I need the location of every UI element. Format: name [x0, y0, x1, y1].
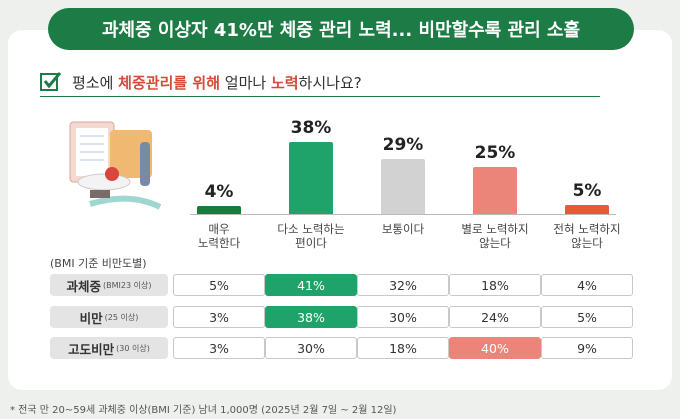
row-name: 비만 — [79, 310, 103, 326]
row-label: 고도비만 (30 이상) — [50, 337, 168, 359]
value-label: 38% — [290, 118, 332, 138]
divider — [40, 96, 600, 97]
bar — [289, 142, 333, 214]
row-label: 과체중 (BMI23 이상) — [50, 274, 168, 296]
row-label: 비만 (25 이상) — [50, 306, 168, 328]
bar — [565, 204, 609, 214]
category-label: 전혀 노력하지 않는다 — [553, 222, 621, 250]
bar — [381, 159, 425, 214]
table-cell: 30% — [357, 306, 449, 328]
category-label: 매우 노력한다 — [197, 222, 241, 250]
table-cell: 4% — [541, 274, 633, 296]
baseline — [190, 214, 616, 215]
table-cell: 41% — [265, 274, 357, 296]
value-label: 4% — [204, 182, 234, 203]
illustration — [69, 121, 162, 210]
category-label: 다소 노력하는 편이다 — [277, 222, 345, 250]
q-text: 얼마나 — [220, 74, 271, 92]
table-cell: 30% — [265, 337, 357, 359]
footnote: * 전국 만 20~59세 과체중 이상(BMI 기준) 남녀 1,000명 (… — [10, 405, 397, 416]
table-cell: 9% — [541, 337, 633, 359]
bar — [197, 206, 241, 214]
table-cell: 3% — [173, 306, 265, 328]
table-cell: 18% — [449, 274, 541, 296]
table-cell: 24% — [449, 306, 541, 328]
value-label: 5% — [572, 180, 602, 201]
q-text: 하시나요? — [298, 74, 362, 92]
title: 과체중 이상자 41%만 체중 관리 노력... 비만할수록 관리 소홀 — [48, 8, 634, 50]
value-label: 25% — [474, 142, 516, 163]
row-note: (BMI23 이상) — [103, 280, 152, 290]
row-note: (30 이상) — [116, 343, 150, 353]
category-label: 별로 노력하지 않는다 — [461, 222, 529, 250]
q-highlight: 체중관리를 위해 — [118, 74, 220, 92]
table-cell: 18% — [357, 337, 449, 359]
table-caption: (BMI 기준 비만도별) — [50, 257, 147, 270]
row-name: 고도비만 — [68, 341, 115, 357]
bar — [473, 166, 517, 214]
table-cell: 5% — [173, 274, 265, 296]
question: 평소에 체중관리를 위해 얼마나 노력하시나요? — [72, 72, 362, 93]
q-text: 평소에 — [72, 74, 119, 92]
row-note: (25 이상) — [104, 312, 139, 322]
table-cell: 32% — [357, 274, 449, 296]
value-label: 29% — [382, 135, 424, 156]
table-cell: 3% — [173, 337, 265, 359]
row-name: 과체중 — [66, 278, 102, 294]
card — [8, 30, 672, 390]
table-cell: 38% — [265, 306, 357, 328]
check-icon — [40, 72, 62, 91]
table-cell: 40% — [449, 337, 541, 359]
table-cell: 5% — [541, 306, 633, 328]
q-highlight: 노력 — [270, 74, 299, 92]
category-label: 보통이다 — [381, 222, 425, 236]
